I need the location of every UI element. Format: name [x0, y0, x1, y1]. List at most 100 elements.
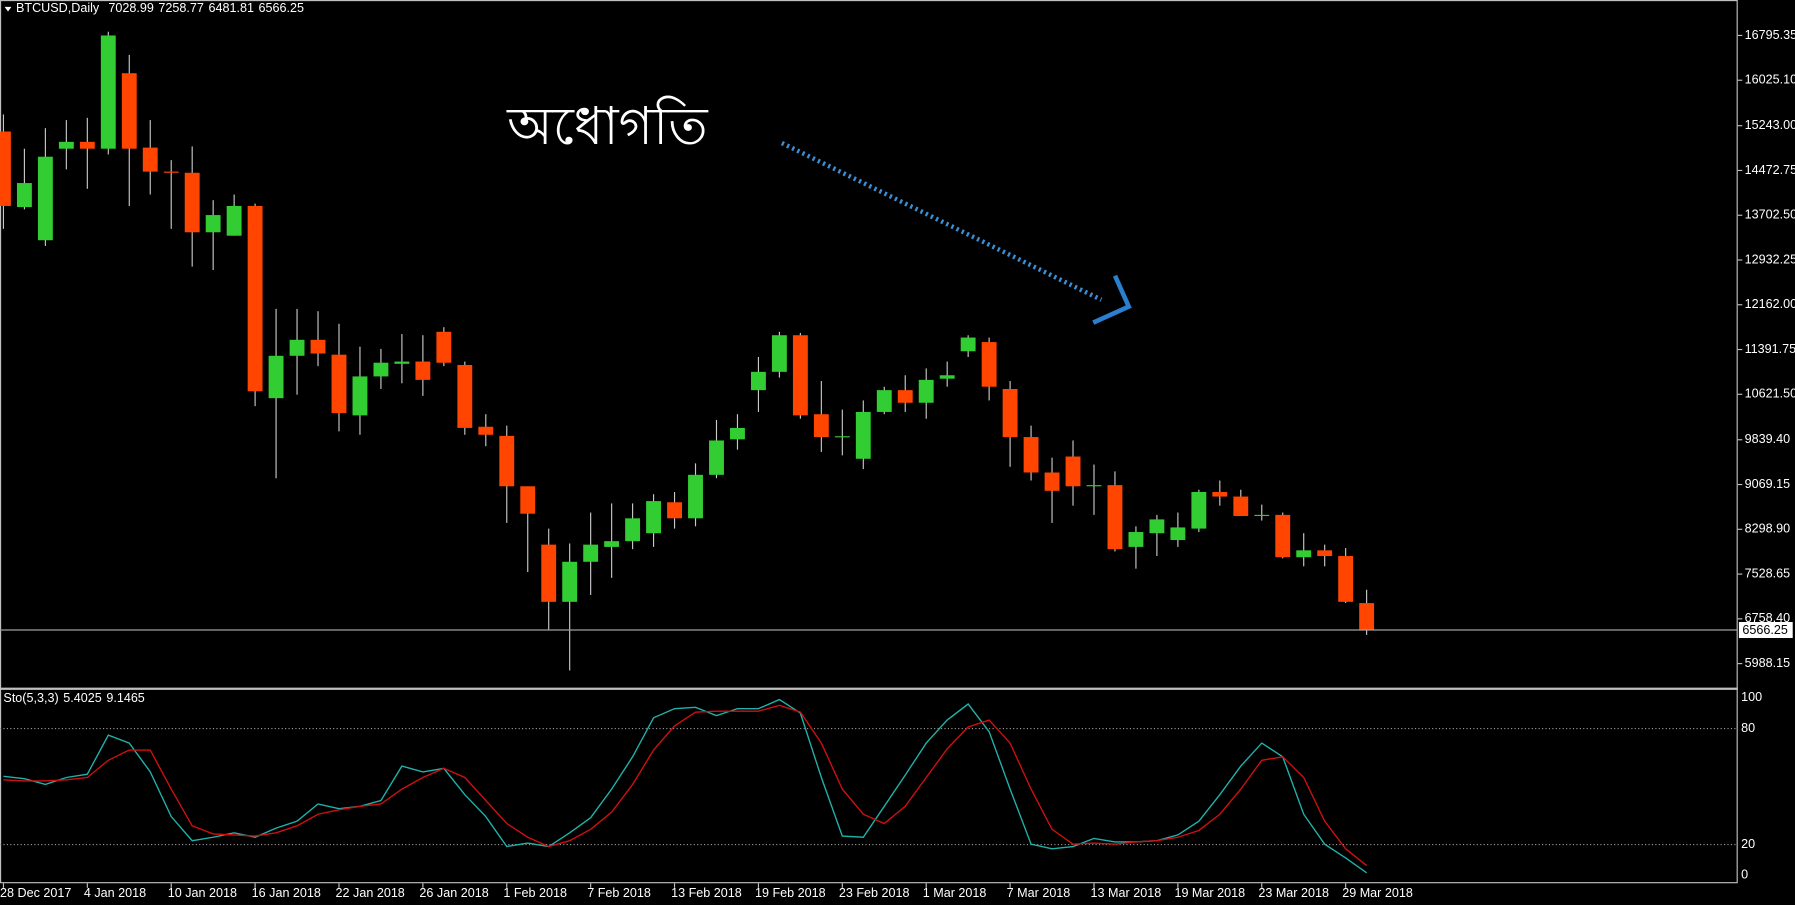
candle-body	[604, 541, 620, 547]
indicator-header: Sto(5,3,3) 5.4025 9.1465	[3, 691, 144, 705]
current-price-box	[1738, 621, 1793, 639]
candle-body	[1128, 532, 1144, 547]
candle-body	[1149, 519, 1165, 534]
x-tick-label: 1 Mar 2018	[923, 886, 987, 900]
x-tick-label: 7 Mar 2018	[1007, 886, 1071, 900]
x-tick-label: 1 Feb 2018	[503, 886, 567, 900]
y-tick-label: 8298.90	[1745, 522, 1790, 536]
candle-body	[855, 411, 871, 459]
y-tick-label: 12932.25	[1745, 252, 1795, 266]
y-tick-label: 5988.15	[1745, 656, 1790, 670]
candle-body	[499, 435, 515, 487]
candle-body	[1212, 491, 1228, 497]
candle-body	[918, 379, 934, 403]
candle-body	[625, 518, 641, 542]
candle-body	[960, 337, 976, 352]
x-tick-label: 22 Jan 2018	[336, 886, 405, 900]
y-tick-label: 16025.10	[1745, 73, 1795, 87]
candle-body	[352, 376, 368, 416]
x-tick-label: 29 Mar 2018	[1342, 886, 1413, 900]
candle-body	[541, 544, 557, 602]
symbol-title: BTCUSD,Daily	[16, 1, 100, 15]
y-tick-label: 12162.00	[1745, 297, 1795, 311]
candle-body	[268, 355, 284, 399]
trend-arrow	[780, 140, 1132, 325]
y-tick-label: 14472.75	[1745, 163, 1795, 177]
x-tick-label: 16 Jan 2018	[252, 886, 321, 900]
candle-body	[1086, 485, 1102, 487]
candle-body	[876, 390, 892, 412]
candle-body	[1002, 388, 1018, 438]
candle-body	[289, 339, 305, 356]
x-tick-label: 23 Feb 2018	[839, 886, 910, 900]
candle-body	[226, 205, 242, 236]
indicator-title: Sto(5,3,3)	[3, 691, 58, 705]
candle-body	[247, 205, 263, 392]
y-tick-label: 6758.40	[1745, 611, 1790, 625]
indicator-value: 9.1465	[106, 691, 144, 705]
y-tick-label: 9069.15	[1745, 477, 1790, 491]
candle-body	[981, 342, 997, 387]
candle-body	[58, 141, 74, 149]
candle-body	[310, 339, 326, 354]
candle-body	[520, 486, 536, 514]
candle-body	[1107, 485, 1123, 550]
x-tick-label: 13 Mar 2018	[1091, 886, 1162, 900]
header-open: 7028.99	[108, 1, 153, 15]
current-price-label: 6566.25	[1742, 623, 1787, 637]
candle-body	[1044, 472, 1060, 491]
x-tick-label: 28 Dec 2017	[0, 886, 71, 900]
y-tick-label: 16795.35	[1745, 28, 1795, 42]
y-tick-label: 100	[1741, 690, 1762, 704]
candle-body	[436, 331, 452, 363]
indicator-value: 5.4025	[63, 691, 101, 705]
x-tick-label: 19 Feb 2018	[755, 886, 826, 900]
arrow-head	[1092, 274, 1132, 325]
candle-body	[142, 147, 158, 172]
candle-body	[750, 371, 766, 391]
x-tick-label: 23 Mar 2018	[1258, 886, 1329, 900]
candle-body	[100, 35, 116, 149]
x-tick-label: 7 Feb 2018	[587, 886, 651, 900]
candle-body	[1317, 550, 1333, 557]
candle-body	[1023, 437, 1039, 473]
y-tick-label: 7528.65	[1745, 566, 1790, 580]
candle-body	[939, 375, 955, 379]
candle-body	[163, 171, 179, 173]
chart-header: BTCUSD,Daily 7028.99 7258.77 6481.81 6566.25	[16, 1, 304, 15]
candle-body	[688, 474, 703, 519]
candle-body	[667, 502, 682, 519]
x-tick-label: 13 Feb 2018	[671, 886, 742, 900]
candle-body	[792, 335, 808, 416]
plot-frame	[0, 0, 1738, 884]
candle-body	[1338, 556, 1354, 602]
candle-body	[0, 131, 11, 206]
candle-body	[457, 364, 473, 428]
candle-body	[834, 436, 850, 438]
candle-body	[813, 414, 829, 438]
candle-body	[709, 440, 724, 475]
header-low: 6481.81	[209, 1, 254, 15]
candle-body	[1233, 496, 1249, 516]
y-tick-label: 13702.50	[1745, 208, 1795, 222]
candle-body	[1296, 550, 1312, 558]
menu-triangle	[4, 6, 12, 12]
candle-body	[415, 361, 431, 380]
y-tick-label: 15243.00	[1745, 118, 1795, 132]
annotation: অধোগতি	[506, 95, 709, 157]
candle-body	[583, 544, 599, 562]
y-tick-label: 10621.50	[1745, 387, 1795, 401]
x-tick-label: 19 Mar 2018	[1174, 886, 1245, 900]
candle-body	[1359, 603, 1375, 631]
y-tick-label: 9839.40	[1745, 432, 1790, 446]
candle-body	[730, 427, 745, 440]
candle-body	[16, 183, 32, 208]
candle-body	[184, 172, 200, 233]
header-high: 7258.77	[158, 1, 203, 15]
candle-body	[1065, 456, 1081, 487]
candle-body	[1254, 514, 1270, 517]
x-tick-label: 4 Jan 2018	[84, 886, 146, 900]
candle-body	[1191, 491, 1207, 529]
candle-body	[331, 354, 347, 414]
